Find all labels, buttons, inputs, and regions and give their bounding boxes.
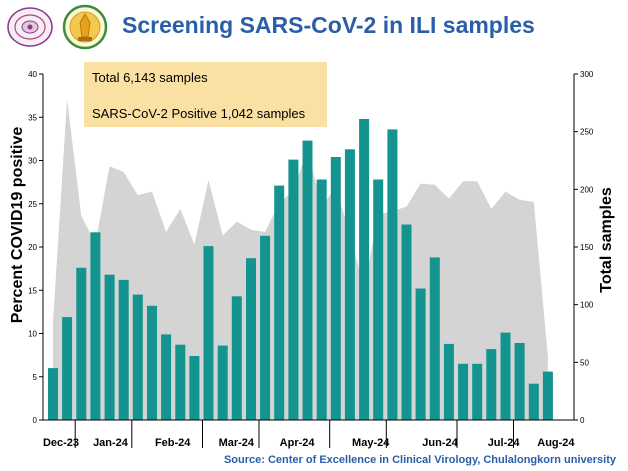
right-tick-label: 250	[580, 128, 594, 137]
month-label: Jun-24	[422, 437, 458, 449]
left-ticks: 0 5 10 15 20 25 30 35 40	[28, 70, 43, 425]
bar	[203, 246, 214, 420]
bar	[458, 363, 469, 420]
month-label: May-24	[352, 437, 390, 449]
left-tick-label: 5	[33, 373, 38, 382]
bar	[132, 294, 143, 420]
bar	[260, 235, 271, 420]
bar	[387, 129, 398, 420]
left-tick-label: 10	[28, 330, 37, 339]
right-tick-label: 200	[580, 185, 594, 194]
bar	[90, 232, 101, 420]
bar	[274, 185, 285, 420]
bar	[316, 179, 327, 420]
bar	[401, 224, 412, 420]
bar	[48, 368, 58, 420]
bar	[330, 157, 341, 420]
month-label: Jan-24	[93, 437, 129, 449]
bar	[344, 149, 355, 421]
left-tick-label: 35	[28, 113, 37, 122]
month-label: Aug-24	[537, 437, 575, 449]
bar	[472, 363, 483, 420]
left-tick-label: 25	[28, 200, 37, 209]
bar	[189, 356, 200, 420]
annotation-box: Total 6,143 samples SARS-CoV-2 Positive …	[84, 62, 327, 127]
bar	[246, 258, 256, 420]
bar	[500, 332, 511, 420]
virology-logo-icon	[7, 7, 53, 47]
left-tick-label: 20	[28, 243, 37, 252]
bar	[161, 334, 172, 420]
bar	[486, 349, 497, 420]
bar	[76, 267, 87, 420]
month-label: Apr-24	[280, 437, 316, 449]
y2-axis-label: Total samples	[598, 187, 615, 293]
page-title: Screening SARS-CoV-2 in ILI samples	[122, 12, 535, 38]
left-tick-label: 40	[28, 70, 37, 79]
right-ticks: 0 50 100 150 200 250 300	[574, 70, 594, 425]
bar	[373, 179, 384, 420]
bar	[443, 343, 454, 420]
annotation-positive: SARS-CoV-2 Positive 1,042 samples	[92, 106, 306, 121]
right-tick-label: 0	[580, 416, 585, 425]
left-tick-label: 30	[28, 157, 37, 166]
bar	[514, 343, 525, 420]
logo-left	[4, 4, 56, 55]
bar	[217, 345, 228, 420]
bar	[288, 159, 299, 420]
bar	[118, 279, 129, 420]
month-label: Feb-24	[155, 437, 191, 449]
bar	[104, 274, 115, 420]
source-credit: Source: Center of Excellence in Clinical…	[223, 454, 616, 466]
annotation-total: Total 6,143 samples	[92, 70, 208, 85]
month-label: Mar-24	[219, 437, 255, 449]
right-tick-label: 300	[580, 70, 594, 79]
x-labels: Dec-23 Jan-24 Feb-24 Mar-24 Apr-24 May-24 Jun-…	[43, 420, 575, 449]
y-axis-label: Percent COVID19 positive	[9, 127, 26, 324]
bar	[429, 257, 440, 420]
left-tick-label: 0	[33, 416, 38, 425]
logo-right	[62, 3, 108, 56]
bar	[359, 119, 370, 420]
right-tick-label: 100	[580, 301, 594, 310]
bar	[542, 371, 553, 420]
right-tick-label: 50	[580, 358, 589, 367]
bar-layer	[48, 119, 553, 421]
bar	[62, 317, 73, 420]
bar	[147, 305, 157, 420]
month-label: Jul-24	[488, 437, 521, 449]
bar	[231, 296, 242, 420]
bar	[302, 140, 313, 420]
bar	[175, 344, 186, 420]
university-seal-icon	[62, 4, 108, 50]
month-label: Dec-23	[43, 437, 79, 449]
bar	[415, 288, 426, 420]
right-tick-label: 150	[580, 243, 594, 252]
bar	[528, 383, 539, 420]
left-tick-label: 15	[28, 286, 37, 295]
